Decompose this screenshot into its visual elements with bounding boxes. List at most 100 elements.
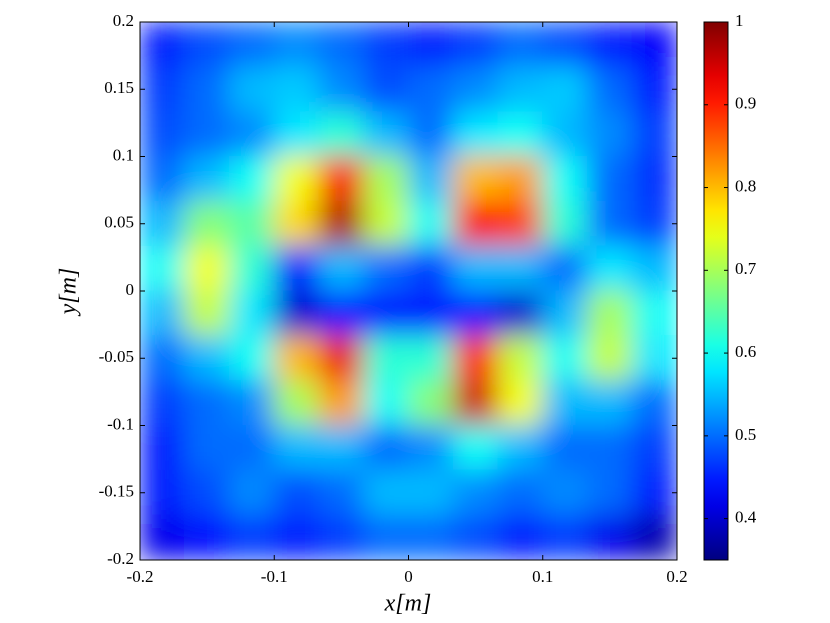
heatmap-cell	[631, 290, 677, 337]
heatmap-cell	[363, 22, 409, 68]
heatmap-cell	[363, 111, 409, 157]
heatmap-cell	[363, 335, 409, 382]
x-tick-label: 0.2	[666, 567, 687, 586]
heatmap-cell	[542, 469, 588, 516]
y-tick-label: 0.05	[104, 213, 134, 232]
heatmap-cell	[631, 200, 677, 247]
heatmap-cell	[452, 335, 499, 382]
heatmap-cell	[318, 66, 365, 113]
heatmap-cell	[273, 156, 320, 202]
heatmap-cell	[273, 469, 320, 516]
heatmap-cell	[184, 245, 230, 292]
heatmap-cell	[363, 200, 409, 247]
heatmap-cell	[631, 335, 677, 382]
heatmap-cell	[587, 200, 633, 247]
heatmap-cell	[408, 156, 454, 202]
heatmap-cell	[318, 156, 365, 202]
heatmap-cell	[408, 245, 454, 292]
heatmap-cell	[184, 335, 230, 382]
x-tick-label: 0	[404, 567, 413, 586]
heatmap-cell	[140, 514, 186, 560]
heatmap-cell	[497, 111, 544, 157]
heatmap-cell	[318, 290, 365, 337]
heatmap-cell	[318, 111, 365, 157]
heatmap-cell	[184, 514, 230, 560]
heatmap-cell	[542, 245, 588, 292]
y-tick-label: -0.15	[99, 482, 134, 501]
y-tick-label: 0.2	[113, 11, 134, 30]
heatmap-cell	[542, 335, 588, 382]
heatmap-cell	[497, 22, 544, 68]
heatmap-cell	[631, 156, 677, 202]
heatmap-cell	[140, 425, 186, 471]
heatmap-cell	[587, 290, 633, 337]
colorbar-tick-label: 0.4	[735, 508, 757, 527]
colorbar-tick-label: 0.7	[735, 259, 757, 278]
y-tick-label: 0	[126, 280, 135, 299]
heatmap-cell	[184, 111, 230, 157]
heatmap-cell	[497, 425, 544, 471]
heatmap-cell	[140, 380, 186, 426]
heatmap-cell	[318, 22, 365, 68]
heatmap-cell	[140, 335, 186, 382]
heatmap-cell	[452, 200, 499, 247]
x-tick-label: 0.1	[532, 567, 553, 586]
y-tick-label: 0.15	[104, 78, 134, 97]
heatmap-cell	[408, 111, 454, 157]
heatmap-cell	[542, 111, 588, 157]
heatmap-cell	[229, 514, 275, 560]
heatmap-cell	[408, 335, 454, 382]
heatmap-cell	[631, 66, 677, 113]
heatmap-cell	[229, 380, 275, 426]
heatmap-cell	[542, 66, 588, 113]
heatmap-cell	[184, 22, 230, 68]
y-tick-label: -0.05	[99, 347, 134, 366]
heatmap-cell	[497, 156, 544, 202]
heatmap-cell	[318, 335, 365, 382]
heatmap-cell	[542, 290, 588, 337]
heatmap-cell	[273, 66, 320, 113]
heatmap-cell	[184, 469, 230, 516]
heatmap-cell	[587, 111, 633, 157]
heatmap-cell	[452, 469, 499, 516]
heatmap-cell	[273, 290, 320, 337]
colorbar-tick-label: 0.5	[735, 425, 756, 444]
x-tick-label: -0.1	[261, 567, 288, 586]
heatmap-cell	[184, 200, 230, 247]
heatmap-cell	[229, 245, 275, 292]
heatmap-cell	[542, 425, 588, 471]
heatmap-cell	[587, 514, 633, 560]
heatmap-cell	[631, 380, 677, 426]
heatmap-cell	[631, 245, 677, 292]
heatmap-cell	[363, 156, 409, 202]
heatmap-cell	[363, 469, 409, 516]
y-tick-label: -0.2	[107, 549, 134, 568]
y-tick-label: -0.1	[107, 414, 134, 433]
heatmap-cell	[631, 425, 677, 471]
heatmap-cell	[273, 335, 320, 382]
heatmap-cell	[140, 245, 186, 292]
heatmap-cell	[587, 245, 633, 292]
heatmap-cell	[229, 66, 275, 113]
heatmap-cell	[184, 156, 230, 202]
heatmap-cell	[452, 156, 499, 202]
heatmap-cell	[587, 156, 633, 202]
heatmap-cell	[408, 290, 454, 337]
heatmap-cell	[184, 290, 230, 337]
heatmap-cell	[273, 200, 320, 247]
heatmap-cell	[318, 200, 365, 247]
heatmap-cell	[273, 111, 320, 157]
heatmap-cell	[452, 380, 499, 426]
heatmap-cell	[587, 425, 633, 471]
heatmap-cell	[497, 335, 544, 382]
heatmap-cell	[363, 425, 409, 471]
y-tick-label: 0.1	[113, 145, 134, 164]
heatmap-cell	[184, 425, 230, 471]
heatmap-cell	[497, 66, 544, 113]
colorbar-tick-label: 0.9	[735, 94, 756, 113]
heatmap-cell	[363, 290, 409, 337]
heatmap-cell	[452, 290, 499, 337]
x-tick-label: -0.2	[127, 567, 154, 586]
heatmap-cell	[408, 22, 454, 68]
